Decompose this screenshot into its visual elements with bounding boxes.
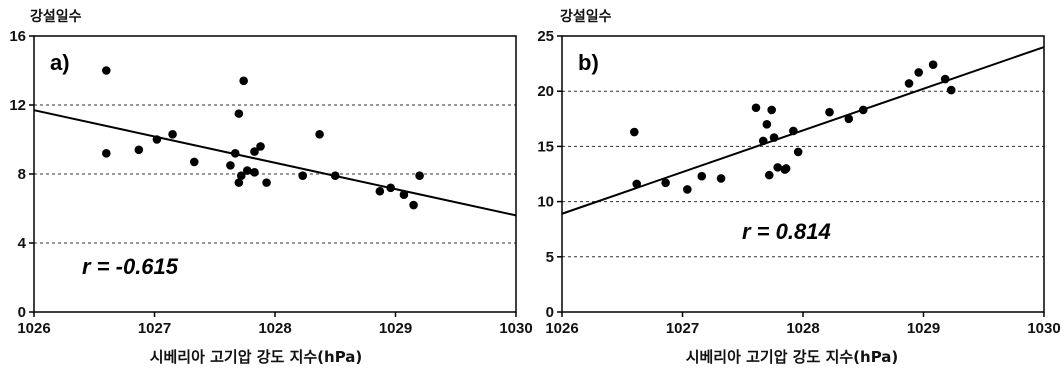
data-point [661,178,670,188]
data-point [940,74,950,84]
x-tick-label: 1027 [666,320,699,337]
data-point [375,186,385,196]
data-point [256,142,265,151]
data-point [751,103,761,113]
data-point [858,105,868,115]
data-point [767,105,776,115]
data-point [683,185,692,194]
data-point [762,120,772,129]
panel-label: b) [578,50,599,75]
x-tick-label: 1029 [379,320,412,337]
data-point [399,190,409,199]
x-tick-label: 1029 [907,320,940,337]
y-tick-label: 15 [537,138,554,155]
data-point [409,200,418,210]
y-tick-label: 20 [537,83,554,100]
data-point [415,171,424,181]
data-point [769,133,779,142]
plot-frame [561,35,1045,313]
data-point [226,161,235,170]
x-tick-label: 1026 [17,320,50,337]
data-point [102,149,111,158]
data-point [152,135,162,144]
y-tick-label: 0 [18,304,26,321]
data-point [189,157,199,167]
data-point [764,170,774,180]
data-point [236,171,246,181]
data-point [262,178,271,187]
data-point [632,179,642,189]
data-point [168,130,177,139]
data-point [781,164,791,173]
x-tick-label: 1028 [258,320,291,337]
data-point [330,171,340,181]
data-point [239,76,248,86]
data-point [928,60,938,70]
data-point [250,167,259,177]
data-point [844,114,854,124]
data-point [758,136,768,146]
data-point [102,66,111,75]
data-point [386,183,395,193]
correlation-label: r = 0.814 [742,219,831,244]
trendline [561,46,1045,215]
x-tick-label: 1030 [1027,320,1060,337]
data-point [298,171,308,181]
data-point [789,126,798,136]
y-tick-label: 16 [9,28,26,45]
x-axis-label: 시베리아 고기압 강도 지수(hPa) [150,348,363,366]
data-point [250,147,259,156]
y-tick-label: 5 [546,249,554,266]
x-tick-label: 1027 [138,320,171,337]
correlation-label: r = -0.615 [82,254,179,279]
x-axis-label: 시베리아 고기압 강도 지수(hPa) [686,348,899,366]
data-point [630,127,639,137]
y-axis-label: 강설일수 [560,8,612,25]
panel-label: a) [50,50,70,75]
y-tick-label: 4 [18,235,27,252]
data-point [230,149,240,158]
data-point [914,68,923,77]
y-tick-label: 25 [537,28,554,45]
trendline [33,109,517,217]
y-tick-label: 8 [18,166,26,183]
data-point [242,166,252,175]
data-point [793,147,803,157]
y-axis-label: 강설일수 [30,8,82,25]
x-tick-label: 1028 [786,320,819,337]
x-tick-label: 1026 [545,320,578,337]
data-point [825,107,834,117]
x-tick-label: 1030 [499,320,532,337]
data-point [697,171,707,181]
y-tick-label: 0 [546,304,554,321]
data-point [946,85,956,95]
data-point [773,163,782,172]
data-point [904,79,914,88]
data-point [716,174,726,183]
y-tick-label: 12 [9,97,26,114]
data-point [315,130,324,139]
data-point [234,178,244,187]
data-point [234,109,244,118]
y-tick-label: 10 [537,194,554,211]
data-point [134,145,144,155]
